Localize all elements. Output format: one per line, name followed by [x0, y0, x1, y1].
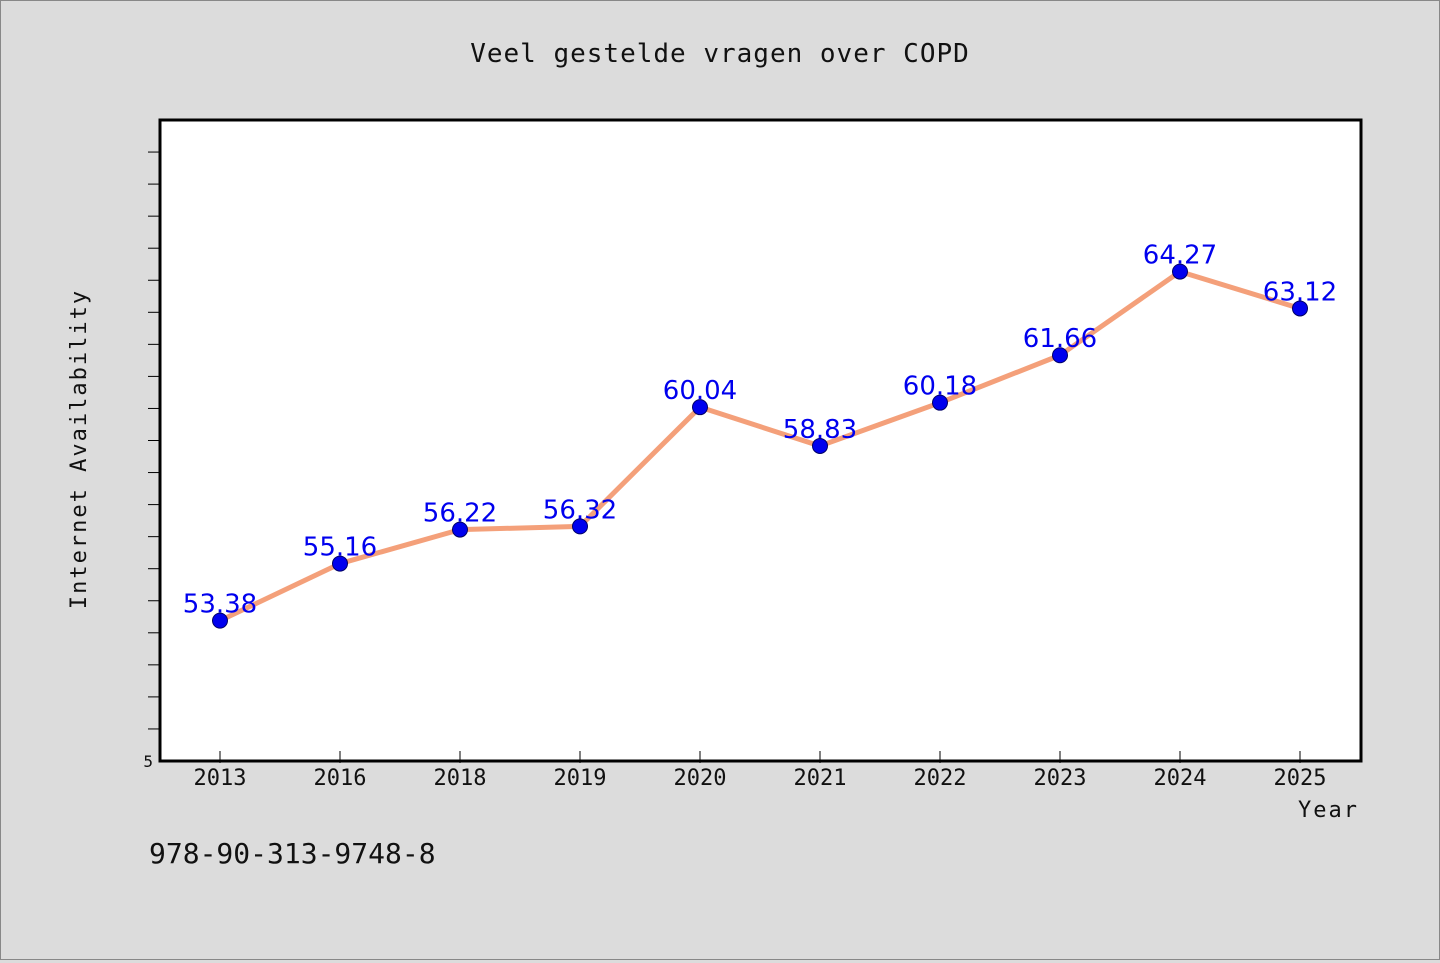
x-tick-label: 2019	[554, 766, 607, 791]
data-label: 55.16	[303, 533, 377, 563]
data-label: 53.38	[183, 590, 257, 620]
data-point-marker	[1172, 263, 1188, 280]
x-tick-label: 2022	[914, 766, 967, 791]
data-point-marker	[452, 521, 468, 538]
data-label: 63.12	[1263, 277, 1337, 307]
data-point-marker	[692, 399, 708, 416]
plot-area	[158, 118, 1363, 763]
x-tick-label: 2024	[1154, 766, 1207, 791]
data-point-marker	[212, 612, 228, 629]
data-label: 58.83	[783, 415, 857, 445]
x-axis-label: Year	[1298, 798, 1359, 823]
series-layer	[212, 263, 1308, 629]
y-axis-label: Internet Availability	[67, 289, 92, 609]
x-tick-label: 2023	[1034, 766, 1087, 791]
x-tick-label: 2021	[794, 766, 847, 791]
y-tick-label: 5	[143, 752, 153, 771]
data-label: 60.04	[663, 376, 737, 406]
data-label: 61.66	[1023, 324, 1097, 354]
data-label-layer: 53.38 55.16 56.22 56.32 60.04 58.83 60.18 61.66…	[183, 241, 1337, 620]
data-point-marker	[1292, 300, 1308, 317]
data-label: 56.22	[423, 499, 497, 529]
data-label: 56.32	[543, 495, 617, 525]
x-tick-label: 2018	[434, 766, 487, 791]
data-point-marker	[932, 394, 948, 411]
data-point-marker	[812, 437, 828, 454]
data-label: 64.27	[1143, 241, 1217, 271]
x-tick-label: 2025	[1274, 766, 1327, 791]
data-point-marker	[572, 518, 588, 535]
chart-title: Veel gestelde vragen over COPD	[470, 39, 970, 69]
x-axis-ticks: 2013 2016 2018 2019 2020 2021 2022 2023 2024 2025	[194, 751, 1327, 791]
data-point-marker	[1052, 347, 1068, 364]
series-line	[217, 269, 1303, 624]
footnote-isbn: 978-90-313-9748-8	[149, 837, 436, 870]
x-tick-label: 2013	[194, 766, 247, 791]
data-point-marker	[332, 555, 348, 572]
y-axis-ticks: 5	[143, 151, 160, 771]
x-tick-label: 2016	[314, 766, 367, 791]
data-label: 60.18	[903, 372, 977, 402]
x-tick-label: 2020	[674, 766, 727, 791]
